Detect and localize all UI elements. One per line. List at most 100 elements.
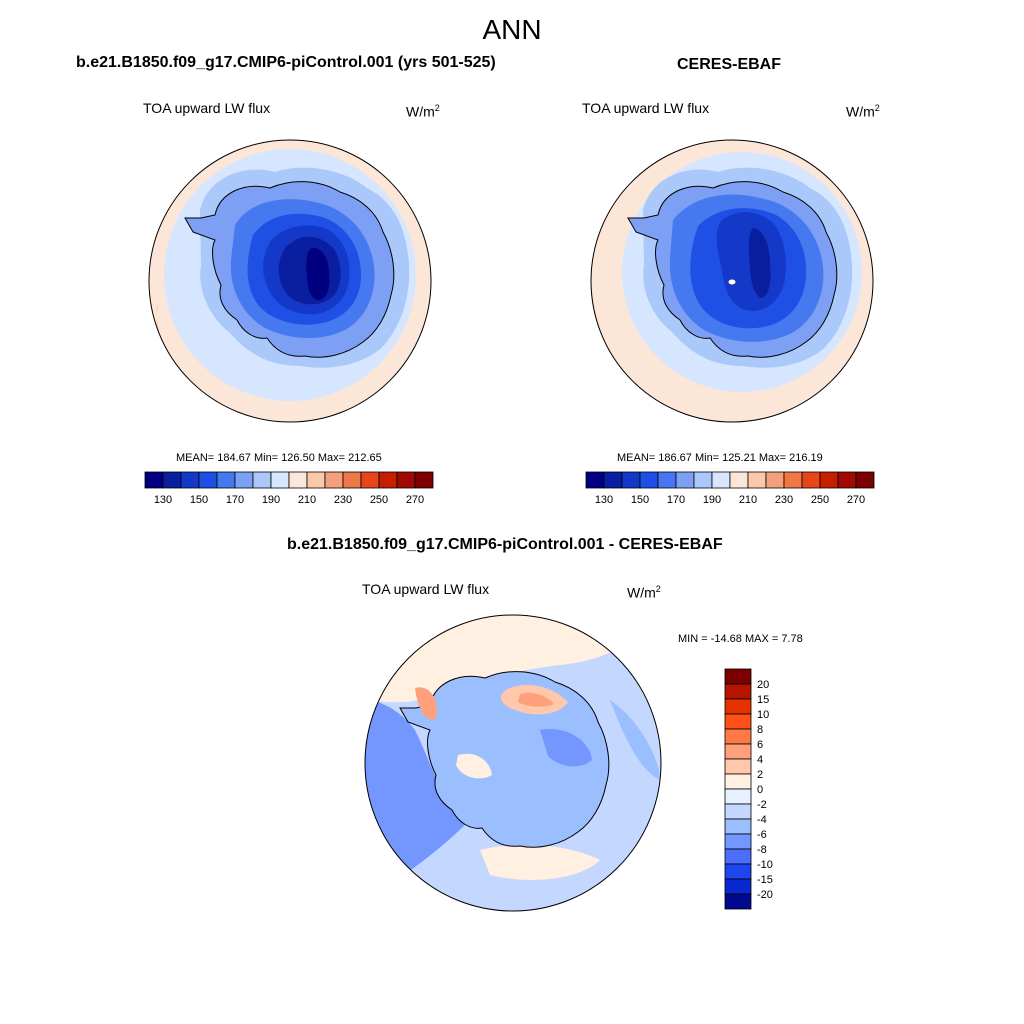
panel-3-colorbar-tick-label: 2 (757, 769, 763, 781)
panel-3-colorbar-swatch (724, 863, 752, 880)
panel-3-pos-peninsula (415, 687, 437, 720)
panel-1-colorbar-swatch (396, 471, 416, 489)
panel-3-colorbar-swatch (724, 878, 752, 895)
panel-3-neg-continent (540, 729, 592, 767)
panel-3-colorbar-swatch (724, 698, 752, 715)
panel-3-neg-east (610, 700, 660, 780)
panel-3-colorbar-tick-label: 6 (757, 739, 763, 751)
panel-3-border (364, 614, 662, 912)
panel-2-colorbar-swatch (711, 471, 731, 489)
panel-2-colorbar-swatch (693, 471, 713, 489)
panel-2-colorbar-swatch (621, 471, 641, 489)
panel-2-colorbar-swatch (603, 471, 623, 489)
panel-2-colorbar-swatch (855, 471, 875, 489)
panel-3-colorbar-tick-label: -6 (757, 829, 767, 841)
panel-2-colorbar-tick-label: 150 (631, 494, 649, 506)
panel-1-colorbar-tick-label: 150 (190, 494, 208, 506)
panel-2-border (590, 139, 874, 423)
panel-2-colorbar-swatch (801, 471, 821, 489)
panel-2-colorbar-tick-label: 130 (595, 494, 613, 506)
panel-3-colorbar-swatch (724, 818, 752, 835)
panel-2-colorbar-swatch (639, 471, 659, 489)
panel-3-colorbar-swatch (724, 758, 752, 775)
panel-3-colorbar-swatch (724, 788, 752, 805)
panel-2-colorbar-swatch (729, 471, 749, 489)
panel-3-colorbar-swatch (724, 833, 752, 850)
panel-2-title: CERES-EBAF (677, 56, 782, 73)
panel-1-colorbar-swatch (144, 471, 164, 489)
panel-2-colorbar-tick-label: 230 (775, 494, 793, 506)
panel-3-title: b.e21.B1850.f09_g17.CMIP6-piControl.001 … (287, 536, 723, 553)
panel-3-pos-west-continent (456, 753, 492, 779)
panel-2-colorbar-swatch (747, 471, 767, 489)
panel-3-colorbar-swatch (724, 743, 752, 760)
panel-1-colorbar-swatch (198, 471, 218, 489)
panel-3-colorbar-tick-label: 15 (757, 694, 769, 706)
panel-2-colorbar-swatch (675, 471, 695, 489)
panel-2-colorbar-swatch (837, 471, 857, 489)
panel-1-colorbar-swatch (342, 471, 362, 489)
panel-3-colorbar-tick-label: -10 (757, 859, 773, 871)
panel-1-colorbar-tick-label: 170 (226, 494, 244, 506)
panel-1-colorbar-swatch (324, 471, 344, 489)
panel-3-colorbar-tick-label: -8 (757, 844, 767, 856)
panel-2-colorbar-tick-label: 210 (739, 494, 757, 506)
panel-2-colorbar-swatch (765, 471, 785, 489)
panel-1-units: W/m2 (406, 103, 440, 120)
panel-2-missing-patch (728, 279, 736, 285)
panel-2-stats: MEAN= 186.67 Min= 125.21 Max= 216.19 (617, 452, 823, 464)
panel-3-colorbar-swatch (724, 773, 752, 790)
panel-2-colorbar-swatch (819, 471, 839, 489)
panel-2-colorbar-tick-label: 250 (811, 494, 829, 506)
panel-1-colorbar-swatch (234, 471, 254, 489)
season-title: ANN (482, 14, 542, 45)
panel-1-border (148, 139, 432, 423)
panel-3-variable: TOA upward LW flux (362, 581, 490, 597)
panel-1-title: b.e21.B1850.f09_g17.CMIP6-piControl.001 … (76, 54, 496, 71)
panel-2-colorbar-tick-label: 170 (667, 494, 685, 506)
panel-1-colorbar-swatch (378, 471, 398, 489)
panel-3-colorbar-swatch (724, 803, 752, 820)
panel-3-colorbar-tick-label: 0 (757, 784, 763, 796)
panel-1-colorbar-swatch (180, 471, 200, 489)
panel-1-colorbar-swatch (288, 471, 308, 489)
panel-3-colorbar-swatch (724, 848, 752, 865)
panel-2-units: W/m2 (846, 103, 880, 120)
panel-3-colorbar-swatch (724, 683, 752, 700)
panel-1-colorbar-swatch (216, 471, 236, 489)
panel-1-colorbar: 130 150 170 190 210 230 250 270 (144, 471, 434, 506)
panel-3-colorbar-tick-label: -20 (757, 889, 773, 901)
panel-3-colorbar-tick-label: 4 (757, 754, 763, 766)
panel-1-colorbar-swatch (162, 471, 182, 489)
panel-1-colorbar-swatch (270, 471, 290, 489)
panel-1-colorbar-swatch (252, 471, 272, 489)
panel-3-colorbar-tick-label: -2 (757, 799, 767, 811)
panel-1-colorbar-tick-label: 210 (298, 494, 316, 506)
panel-1-colorbar-swatch (414, 471, 434, 489)
panel-3-colorbar-tick-label: 10 (757, 709, 769, 721)
panel-2-interior-5 (748, 228, 771, 298)
panel-1-map (149, 140, 431, 422)
panel-3-colorbar-tick-label: -4 (757, 814, 767, 826)
panel-3-colorbar-tick-label: -15 (757, 874, 773, 886)
panel-2-colorbar-swatch (657, 471, 677, 489)
panel-3-colorbar-tick-label: 20 (757, 679, 769, 691)
panel-1-colorbar-swatch (306, 471, 326, 489)
panel-3-colorbar-swatch (724, 728, 752, 745)
panel-1-interior-6 (306, 248, 330, 300)
panel-2-colorbar-tick-label: 190 (703, 494, 721, 506)
panel-1-colorbar-tick-label: 250 (370, 494, 388, 506)
panel-2-colorbar-swatch (783, 471, 803, 489)
panel-2-colorbar: 130 150 170 190 210 230 250 270 (585, 471, 875, 506)
panel-3-colorbar-tick-label: 8 (757, 724, 763, 736)
panel-3-pos-south (480, 844, 600, 880)
panel-2-colorbar-swatch (585, 471, 605, 489)
panel-3-colorbar-swatch (724, 893, 752, 910)
panel-1-stats: MEAN= 184.67 Min= 126.50 Max= 212.65 (176, 452, 382, 464)
panel-3-colorbar-swatch (724, 668, 752, 685)
panel-3-colorbar-swatch (724, 713, 752, 730)
panel-1-colorbar-swatch (360, 471, 380, 489)
panel-1-colorbar-tick-label: 190 (262, 494, 280, 506)
